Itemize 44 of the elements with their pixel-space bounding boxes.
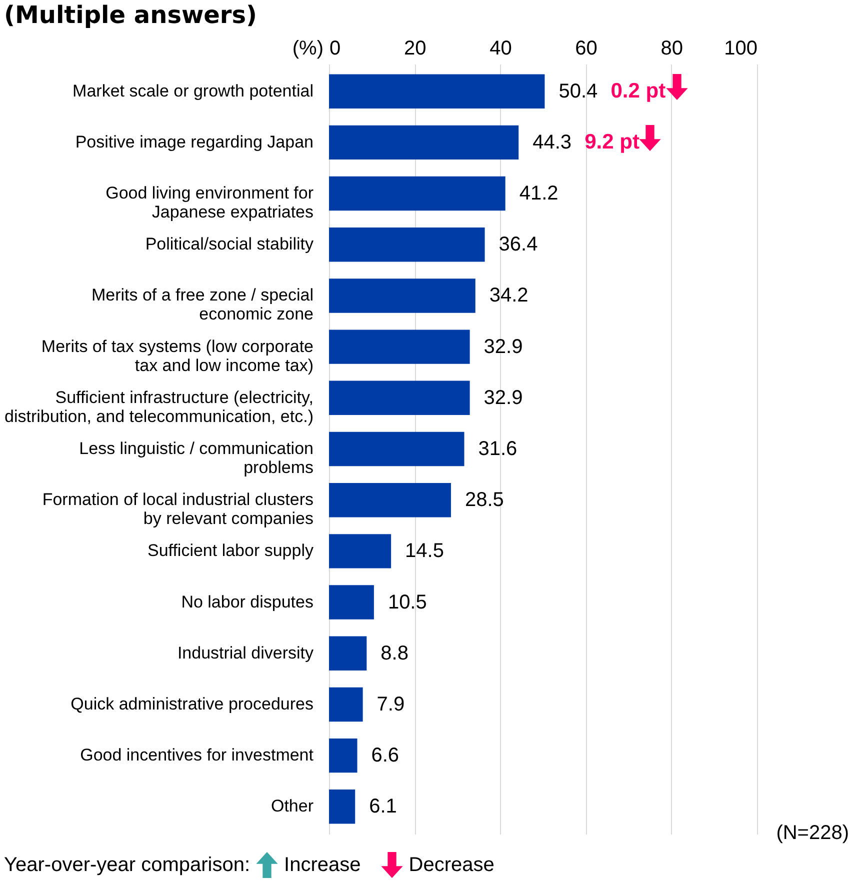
y-tick-label: Sufficient infrastructure (electricity, distribution, and telecommunication, etc.) <box>4 388 314 426</box>
y-tick-label: Political/social stability <box>145 234 314 254</box>
data-label: 44.3 <box>532 131 572 154</box>
data-label: 34.2 <box>489 284 528 307</box>
y-tick-label: Less linguistic / communication problems <box>79 439 314 477</box>
y-tick-label: No labor disputes <box>181 592 314 612</box>
annotation: 0.2 pt <box>610 79 666 102</box>
data-label: 36.4 <box>498 234 538 256</box>
text: Year-over-year comparison: <box>4 854 250 876</box>
data-label: 8.8 <box>380 642 408 664</box>
data-label: 6.1 <box>369 796 397 818</box>
data-label: 41.2 <box>519 182 558 205</box>
text: Increase <box>284 854 361 876</box>
data-label: 32.9 <box>484 336 523 358</box>
text: (N=228) <box>776 822 849 845</box>
text: Decrease <box>408 854 494 876</box>
x-tick-label: 60 <box>575 38 598 60</box>
y-tick-label: Quick administrative procedures <box>70 694 314 714</box>
data-label: 10.5 <box>388 591 427 614</box>
data-label: 31.6 <box>478 438 518 460</box>
y-tick-label: Other <box>270 796 314 816</box>
y-tick-label: Good incentives for investment <box>80 746 314 765</box>
y-tick-label: Good living environment for Japanese expatriates <box>106 184 314 222</box>
x-tick-label: 80 <box>660 38 684 60</box>
data-label: 50.4 <box>558 80 598 102</box>
data-label: 32.9 <box>484 386 523 409</box>
x-tick-label: 0 <box>330 38 341 60</box>
data-label: 6.6 <box>371 744 400 767</box>
x-tick-label: 20 <box>404 38 426 60</box>
y-tick-label: Industrial diversity <box>177 643 314 662</box>
y-tick-label: Merits of a free zone / special economic zone <box>91 286 314 324</box>
y-tick-label: Merits of tax systems (low corporate tax and low income tax) <box>41 336 314 375</box>
annotation: 9.2 pt <box>584 130 640 154</box>
data-label: 14.5 <box>405 540 444 562</box>
x-tick-label: 40 <box>490 38 512 60</box>
y-tick-label: Positive image regarding Japan <box>75 132 314 152</box>
text: (Multiple answers) <box>4 1 258 29</box>
data-label: 28.5 <box>464 489 504 512</box>
y-tick-label: Market scale or growth potential <box>72 81 314 100</box>
x-tick-label: 100 <box>724 38 758 60</box>
y-tick-label: Sufficient labor supply <box>147 541 314 560</box>
y-tick-label: Formation of local industrial clusters by relevant companies <box>42 490 314 528</box>
data-label: 7.9 <box>376 693 405 716</box>
x-axis-title: (%) <box>292 38 324 60</box>
